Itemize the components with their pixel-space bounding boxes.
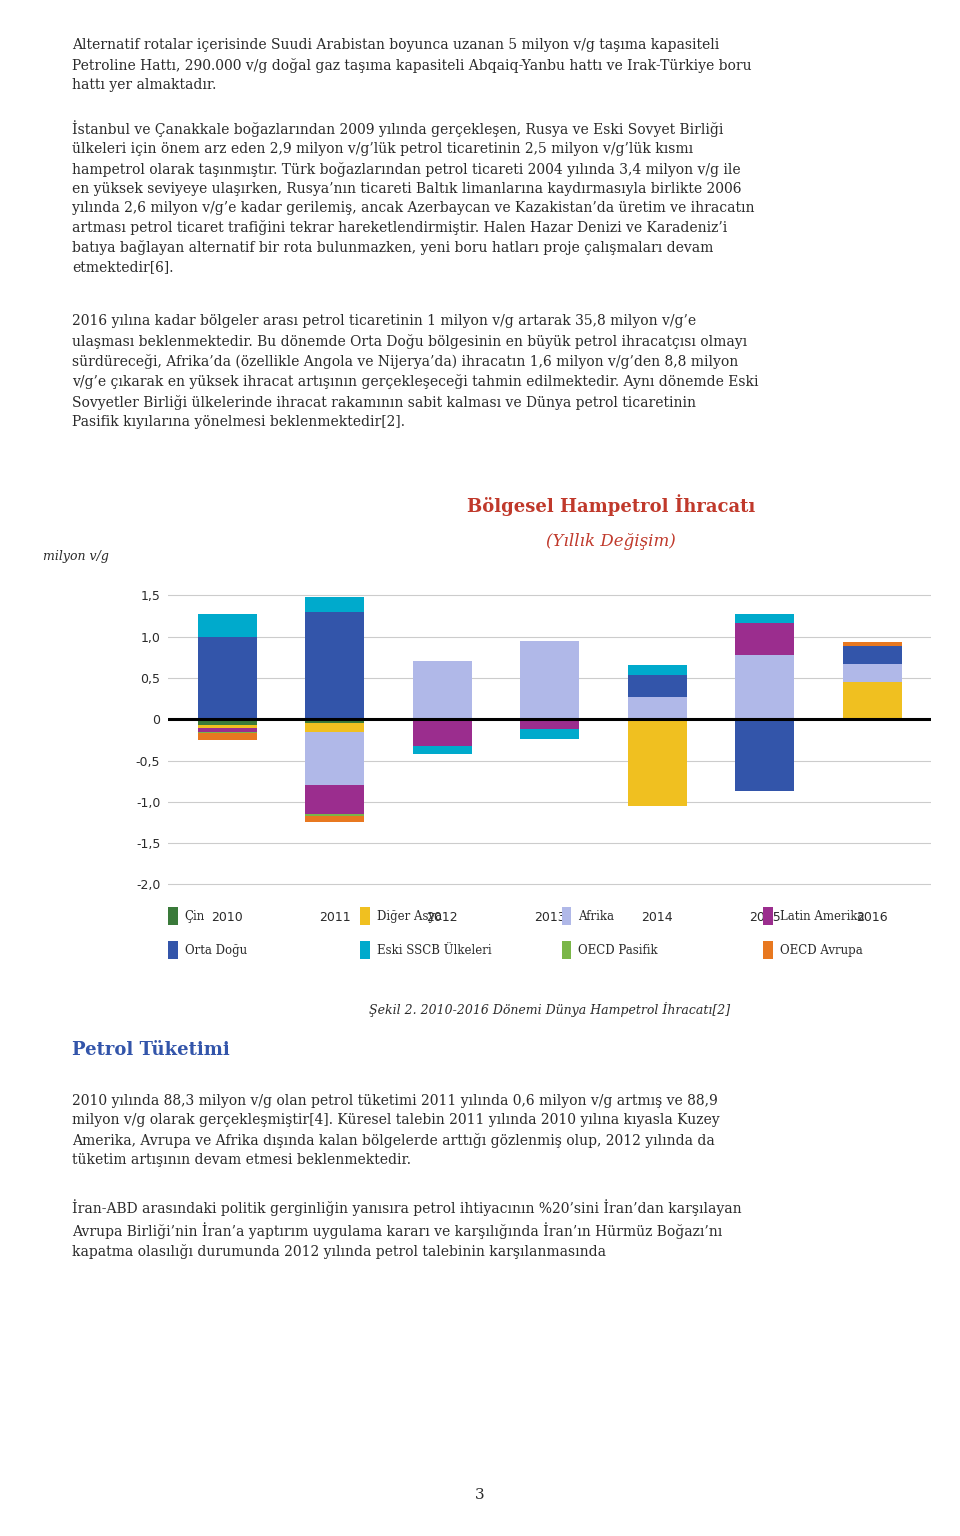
- Bar: [520, 641, 579, 719]
- Bar: [198, 719, 256, 725]
- Bar: [843, 664, 901, 682]
- Bar: [198, 614, 256, 637]
- Text: Afrika: Afrika: [578, 909, 614, 923]
- Text: İran-ABD arasındaki politik gerginliğin yanısıra petrol ihtiyacının %20’sini İra: İran-ABD arasındaki politik gerginliğin …: [72, 1200, 742, 1260]
- Bar: [413, 719, 471, 745]
- Bar: [628, 674, 686, 697]
- Bar: [520, 719, 579, 730]
- Bar: [305, 598, 364, 611]
- Bar: [198, 637, 256, 719]
- Bar: [305, 723, 364, 731]
- Bar: [198, 728, 256, 731]
- Text: İstanbul ve Çanakkale boğazlarından 2009 yılında gerçekleşen, Rusya ve Eski Sovy: İstanbul ve Çanakkale boğazlarından 2009…: [72, 121, 755, 275]
- Bar: [520, 730, 579, 739]
- Bar: [305, 814, 364, 816]
- Bar: [843, 642, 901, 645]
- Text: Orta Doğu: Orta Doğu: [184, 943, 247, 957]
- Bar: [305, 719, 364, 723]
- Text: OECD Avrupa: OECD Avrupa: [780, 943, 862, 957]
- Bar: [735, 719, 794, 720]
- Bar: [628, 665, 686, 674]
- Bar: [305, 785, 364, 814]
- Bar: [628, 719, 686, 806]
- Bar: [735, 613, 794, 624]
- Bar: [305, 816, 364, 822]
- Text: 3: 3: [475, 1488, 485, 1502]
- Text: 2010 yılında 88,3 milyon v/g olan petrol tüketimi 2011 yılında 0,6 milyon v/g ar: 2010 yılında 88,3 milyon v/g olan petrol…: [72, 1094, 720, 1167]
- Text: Çin: Çin: [184, 909, 204, 923]
- Text: Diğer Asya: Diğer Asya: [376, 909, 442, 923]
- Bar: [198, 733, 256, 740]
- Text: OECD Pasifik: OECD Pasifik: [578, 943, 658, 957]
- Bar: [198, 731, 256, 733]
- Bar: [413, 745, 471, 754]
- Bar: [843, 682, 901, 719]
- Text: Petrol Tüketimi: Petrol Tüketimi: [72, 1041, 229, 1058]
- Bar: [628, 697, 686, 719]
- Bar: [305, 611, 364, 719]
- Text: Eski SSCB Ülkeleri: Eski SSCB Ülkeleri: [376, 943, 492, 957]
- Text: milyon v/g: milyon v/g: [43, 550, 109, 564]
- Bar: [735, 720, 794, 791]
- Text: Bölgesel Hampetrol İhracatı: Bölgesel Hampetrol İhracatı: [467, 495, 755, 516]
- Text: Şekil 2. 2010-2016 Dönemi Dünya Hampetrol İhracatı[2]: Şekil 2. 2010-2016 Dönemi Dünya Hampetro…: [369, 1003, 731, 1017]
- Bar: [198, 725, 256, 728]
- Bar: [305, 731, 364, 785]
- Text: Latin Amerika: Latin Amerika: [780, 909, 864, 923]
- Bar: [735, 654, 794, 719]
- Bar: [843, 645, 901, 664]
- Text: 2016 yılına kadar bölgeler arası petrol ticaretinin 1 milyon v/g artarak 35,8 mi: 2016 yılına kadar bölgeler arası petrol …: [72, 315, 758, 429]
- Bar: [735, 624, 794, 654]
- Bar: [413, 662, 471, 719]
- Text: Alternatif rotalar içerisinde Suudi Arabistan boyunca uzanan 5 milyon v/g taşıma: Alternatif rotalar içerisinde Suudi Arab…: [72, 38, 752, 92]
- Text: (Yıllık Değişim): (Yıllık Değişim): [546, 533, 676, 550]
